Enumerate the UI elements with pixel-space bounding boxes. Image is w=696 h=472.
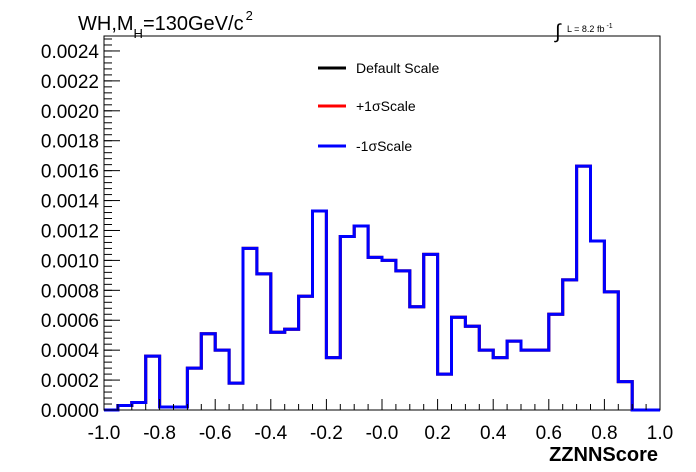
- y-tick-label: 0.0000: [41, 401, 99, 422]
- y-tick-label: 0.0014: [41, 192, 100, 213]
- y-tick-label: 0.0016: [41, 162, 99, 183]
- series-layer: [104, 164, 660, 412]
- x-tick-label: 0.2: [424, 423, 450, 444]
- x-tick-label: 0.6: [536, 423, 562, 444]
- x-tick-label: -0.8: [143, 423, 176, 444]
- luminosity-label: ∫ L = 8.2 fb -1: [554, 21, 613, 43]
- y-axis: 0.0000 0.0002 0.0004 0.0006 0.0008 0.0010 0.00…: [41, 38, 120, 422]
- x-tick-label: -1.0: [88, 423, 121, 444]
- x-tick-label: -0.6: [199, 423, 232, 444]
- y-tick-label: 0.0010: [41, 251, 99, 272]
- y-tick-label: 0.0006: [41, 311, 99, 332]
- legend-label: +1σScale: [356, 98, 416, 114]
- y-tick-label: 0.0012: [41, 221, 99, 242]
- integral-symbol: ∫: [554, 21, 562, 43]
- y-tick-label: 0.0022: [41, 72, 99, 93]
- y-tick-label: 0.0018: [41, 132, 99, 153]
- x-axis-title: ZZNNScore: [549, 444, 658, 466]
- x-tick-label: 0.4: [480, 423, 507, 444]
- y-tick-label: 0.0020: [41, 102, 99, 123]
- x-tick-label: -0.4: [254, 423, 287, 444]
- chart-title: WH,MH=130GeV/c 2: [78, 8, 253, 41]
- legend-label: Default Scale: [356, 60, 439, 76]
- x-tick-label: -0.2: [310, 423, 343, 444]
- histogram-series-3: [104, 164, 660, 412]
- luminosity-text: L = 8.2 fb -1: [567, 23, 613, 34]
- x-tick-label: 0.8: [591, 423, 617, 444]
- x-axis: -1.0 -0.8 -0.6 -0.4 -0.2 -0.0 0.2 0.4 0.6 0.8 1.0: [88, 399, 673, 444]
- y-tick-label: 0.0004: [41, 341, 100, 362]
- x-tick-label: -0.0: [366, 423, 399, 444]
- x-tick-label: 1.0: [647, 423, 673, 444]
- legend-label: -1σScale: [356, 138, 412, 154]
- legend: Default Scale +1σScale -1σScale: [318, 60, 439, 154]
- y-tick-label: 0.0002: [41, 371, 99, 392]
- y-tick-label: 0.0024: [41, 42, 100, 63]
- y-tick-label: 0.0008: [41, 281, 99, 302]
